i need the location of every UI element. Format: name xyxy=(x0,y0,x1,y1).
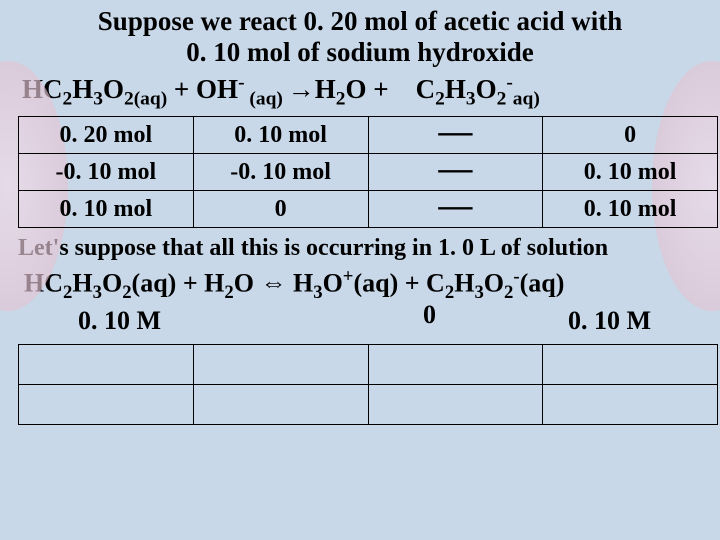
suppose-text: Let's suppose that all this is occurring… xyxy=(8,235,712,262)
equation-1: HC2H3O2(aq) + OH- (aq) →H2O + C2H3O2-aq) xyxy=(8,72,712,110)
ice-cell: 0. 20 mol xyxy=(19,117,194,154)
table-row: 0. 10 mol 0 — 0. 10 mol xyxy=(19,191,718,228)
eq2-h3os: 3 xyxy=(313,282,322,303)
ice-cell: 0. 10 mol xyxy=(543,191,718,228)
ice-table-area: 0. 20 mol 0. 10 mol — 0 -0. 10 mol -0. 1… xyxy=(18,116,702,231)
concentration-row: 0. 10 M 0 0. 10 M xyxy=(8,306,712,340)
ice-cell: 0. 10 mol xyxy=(193,117,368,154)
eq2-h2os: 2 xyxy=(224,282,233,303)
eq2-b: H xyxy=(72,269,92,298)
table-row: -0. 10 mol -0. 10 mol — 0. 10 mol xyxy=(19,154,718,191)
dash-icon: — xyxy=(438,113,472,150)
eq1-h2oe: O + C xyxy=(345,74,435,104)
eq1-h: H xyxy=(72,74,93,104)
conc-v1: 0. 10 M xyxy=(78,306,161,336)
eq1-ohsub: (aq) xyxy=(245,88,288,109)
double-arrow-icon: ⇔ xyxy=(260,268,286,298)
ice-cell: 0. 10 mol xyxy=(19,191,194,228)
eq1-ac3: 2 xyxy=(497,88,507,109)
ice-cell: 0 xyxy=(193,191,368,228)
empty-cell xyxy=(193,345,368,385)
table-row xyxy=(19,345,718,385)
equation-2: HC2H3O2(aq) + H2O ⇔ H3O+(aq) + C2H3O2-(a… xyxy=(8,266,712,304)
eq1-plus: + OH xyxy=(167,74,238,104)
empty-cell xyxy=(193,385,368,425)
dash-icon: — xyxy=(438,187,472,224)
title-line-1: Suppose we react 0. 20 mol of acetic aci… xyxy=(98,6,622,36)
eq2-a1: 2 xyxy=(63,282,72,303)
ice-cell: 0 xyxy=(543,117,718,154)
eq1-acm1: H xyxy=(445,74,466,104)
eq2-c: O xyxy=(102,269,122,298)
ice-cell: 0. 10 mol xyxy=(543,154,718,191)
ice-cell: — xyxy=(368,191,543,228)
eq1-acend: aq) xyxy=(513,88,540,109)
eq1-o: O xyxy=(103,74,124,104)
empty-cell xyxy=(543,345,718,385)
eq2-aq2: (aq) + C xyxy=(353,269,444,298)
empty-cell xyxy=(19,385,194,425)
eq1-acm2: O xyxy=(476,74,497,104)
eq2-f1: 2 xyxy=(504,282,513,303)
eq1-s2: 3 xyxy=(93,88,103,109)
eq1-arrow: → xyxy=(288,74,315,104)
eq2-h3o: H xyxy=(286,269,313,298)
ice-table: 0. 20 mol 0. 10 mol — 0 -0. 10 mol -0. 1… xyxy=(18,116,718,228)
ice-cell: -0. 10 mol xyxy=(19,154,194,191)
eq2-d1: 2 xyxy=(445,282,454,303)
table-row: 0. 20 mol 0. 10 mol — 0 xyxy=(19,117,718,154)
eq1-s3: 2(aq) xyxy=(124,88,167,109)
eq1-ac1: 2 xyxy=(435,88,445,109)
eq1-h2o: H xyxy=(315,74,336,104)
eq2-b1: 3 xyxy=(93,282,102,303)
eq2-f: O xyxy=(484,269,504,298)
eq2-aq1: (aq) + H xyxy=(132,269,225,298)
eq1-s1: 2 xyxy=(63,88,73,109)
eq2-h3osup: + xyxy=(343,266,354,287)
title-line-2: 0. 10 mol of sodium hydroxide xyxy=(186,37,534,67)
empty-cell xyxy=(368,385,543,425)
table-row xyxy=(19,385,718,425)
empty-cell xyxy=(19,345,194,385)
lower-empty-table xyxy=(18,344,718,425)
dash-icon: — xyxy=(438,150,472,187)
ice-cell: — xyxy=(368,154,543,191)
eq2-e1: 3 xyxy=(474,282,483,303)
slide-title: Suppose we react 0. 20 mol of acetic aci… xyxy=(8,6,712,68)
empty-cell xyxy=(543,385,718,425)
eq2-aq3: (aq) xyxy=(520,269,565,298)
conc-v2: 0 xyxy=(423,300,436,330)
conc-v3: 0. 10 M xyxy=(568,306,651,336)
eq2-c1: 2 xyxy=(122,282,131,303)
ice-cell: -0. 10 mol xyxy=(193,154,368,191)
ice-cell: — xyxy=(368,117,543,154)
eq2-e: H xyxy=(454,269,474,298)
eq2-h3oo: O xyxy=(323,269,343,298)
empty-cell xyxy=(368,345,543,385)
eq2-odbl: O xyxy=(234,269,261,298)
eq1-ac2: 3 xyxy=(466,88,476,109)
